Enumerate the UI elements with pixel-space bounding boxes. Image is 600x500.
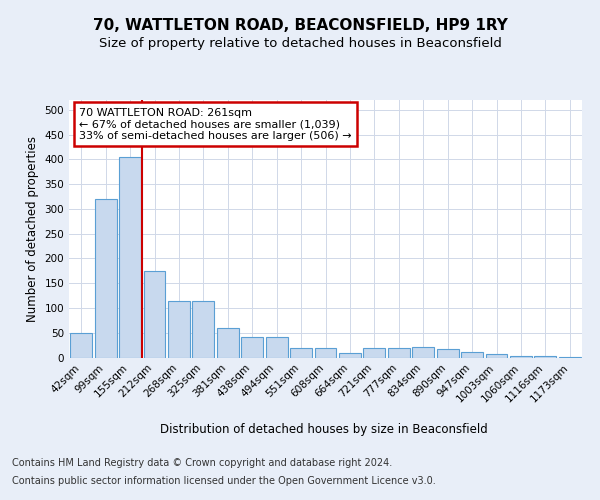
Bar	[95, 199, 116, 358]
Bar	[437, 348, 458, 358]
Bar	[193, 300, 214, 358]
Text: Size of property relative to detached houses in Beaconsfield: Size of property relative to detached ho…	[98, 38, 502, 51]
Bar	[388, 348, 410, 358]
Bar	[412, 346, 434, 358]
Y-axis label: Number of detached properties: Number of detached properties	[26, 136, 39, 322]
Bar	[314, 348, 337, 358]
Text: 70, WATTLETON ROAD, BEACONSFIELD, HP9 1RY: 70, WATTLETON ROAD, BEACONSFIELD, HP9 1R…	[92, 18, 508, 32]
Bar	[143, 271, 166, 358]
Bar	[510, 356, 532, 358]
Text: 70 WATTLETON ROAD: 261sqm
← 67% of detached houses are smaller (1,039)
33% of se: 70 WATTLETON ROAD: 261sqm ← 67% of detac…	[79, 108, 352, 141]
Bar	[364, 348, 385, 358]
Bar	[266, 336, 287, 357]
Bar	[559, 356, 581, 358]
Bar	[339, 352, 361, 358]
Bar	[168, 300, 190, 358]
Bar	[535, 356, 556, 358]
Bar	[290, 348, 312, 358]
Bar	[241, 336, 263, 357]
Text: Contains HM Land Registry data © Crown copyright and database right 2024.: Contains HM Land Registry data © Crown c…	[12, 458, 392, 468]
Bar	[119, 157, 141, 358]
Bar	[217, 328, 239, 358]
Text: Contains public sector information licensed under the Open Government Licence v3: Contains public sector information licen…	[12, 476, 436, 486]
Text: Distribution of detached houses by size in Beaconsfield: Distribution of detached houses by size …	[160, 422, 488, 436]
Bar	[70, 332, 92, 357]
Bar	[485, 354, 508, 358]
Bar	[461, 352, 483, 358]
